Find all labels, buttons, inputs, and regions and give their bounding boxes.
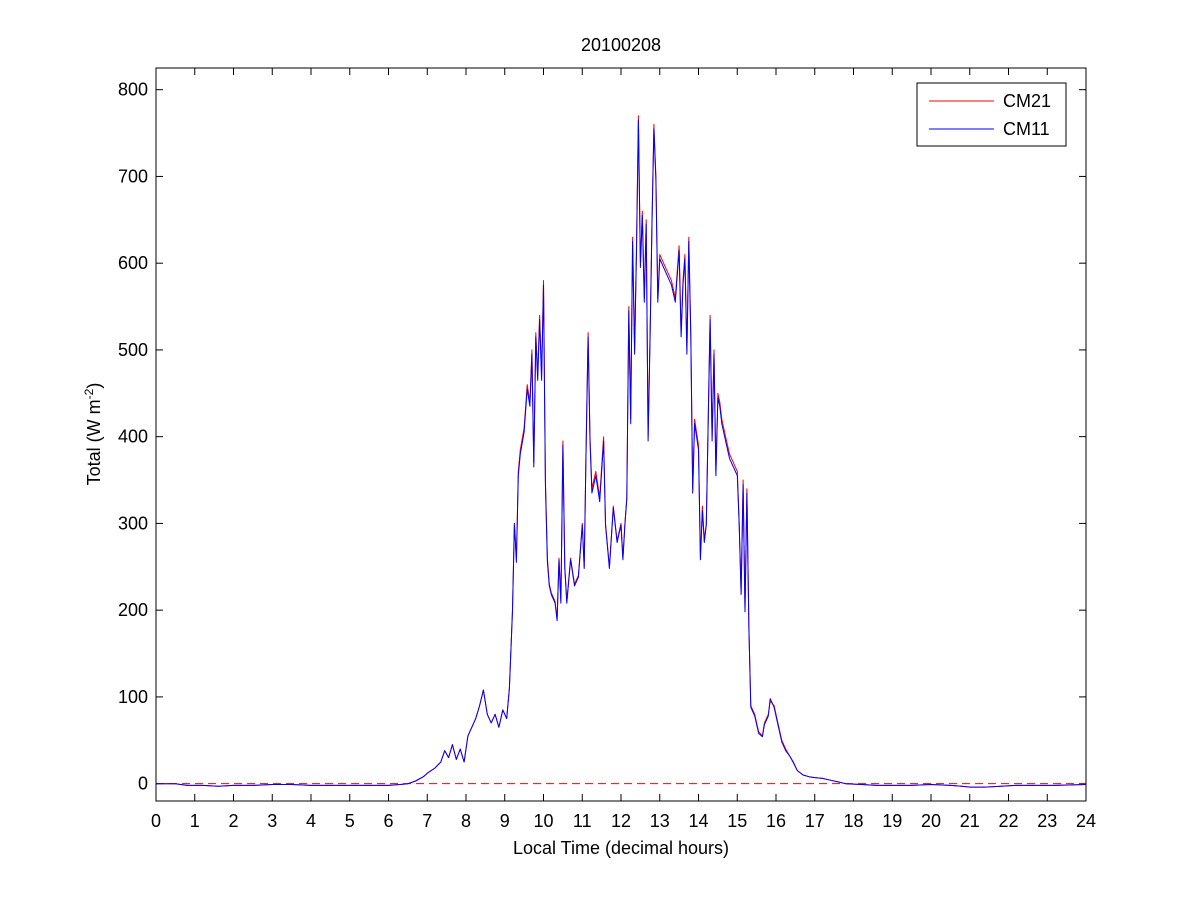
x-axis-ticks: 0 1 2 3 4 5 6 7 8 9 10 11 12 13 14 15 16 17 18 19 20 21 22 23 24 [151,68,1096,831]
x-tick-label: 3 [267,811,277,831]
x-axis-label: Local Time (decimal hours) [513,838,729,858]
y-axis-ticks: 0 100 200 300 400 500 600 700 800 [118,80,1086,794]
y-axis-label: Total (W m-2) [82,383,104,486]
x-tick-label: 21 [960,811,980,831]
x-tick-label: 22 [998,811,1018,831]
x-tick-label: 12 [611,811,631,831]
series-line-cm11 [156,119,1087,788]
x-tick-label: 1 [190,811,200,831]
x-tick-label: 11 [573,811,592,831]
chart-title: 20100208 [581,35,661,55]
axes-background [156,68,1086,801]
y-tick-label: 700 [118,166,148,186]
y-tick-label: 0 [138,774,148,794]
y-axis-label-superscript: -2 [82,388,96,399]
y-tick-label: 400 [118,427,148,447]
legend-label-cm21: CM21 [1003,91,1051,111]
x-tick-label: 7 [422,811,432,831]
y-tick-label: 200 [118,600,148,620]
x-tick-label: 0 [151,811,161,831]
x-tick-label: 17 [805,811,825,831]
legend-box [916,82,1067,147]
x-tick-label: 5 [345,811,355,831]
x-tick-label: 13 [650,811,670,831]
x-tick-label: 10 [533,811,553,831]
x-tick-label: 24 [1076,811,1096,831]
x-tick-label: 15 [727,811,747,831]
legend: CM21 CM11 [916,82,1067,147]
y-axis-label-close: ) [84,383,104,389]
x-tick-label: 9 [500,811,510,831]
x-tick-label: 8 [461,811,471,831]
x-tick-label: 18 [843,811,863,831]
x-tick-label: 20 [921,811,941,831]
x-tick-label: 2 [228,811,238,831]
x-tick-label: 14 [688,811,708,831]
x-tick-label: 19 [882,811,902,831]
x-tick-label: 16 [766,811,786,831]
x-tick-label: 23 [1037,811,1057,831]
y-tick-label: 500 [118,340,148,360]
y-tick-label: 800 [118,80,148,100]
y-tick-label: 300 [118,513,148,533]
legend-label-cm11: CM11 [1003,119,1050,139]
y-tick-label: 600 [118,253,148,273]
x-tick-label: 4 [306,811,316,831]
y-axis-label-main: Total (W m [84,399,104,485]
plot-area [156,115,1087,788]
axes-frame [155,67,1087,802]
series-lines [156,115,1087,788]
x-tick-label: 6 [383,811,393,831]
y-tick-label: 100 [118,687,148,707]
